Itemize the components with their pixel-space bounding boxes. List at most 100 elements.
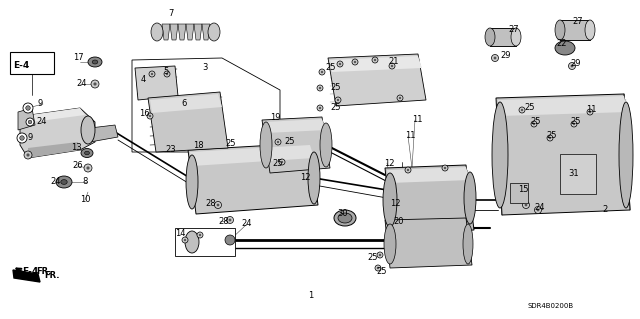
Polygon shape: [186, 24, 194, 40]
Text: 6: 6: [181, 99, 186, 108]
Circle shape: [279, 159, 285, 165]
Text: 31: 31: [568, 169, 579, 179]
Polygon shape: [328, 54, 426, 106]
Text: 24: 24: [534, 204, 545, 212]
Circle shape: [399, 97, 401, 99]
Text: 25: 25: [272, 160, 282, 168]
Circle shape: [532, 123, 535, 125]
Ellipse shape: [464, 172, 476, 224]
Circle shape: [531, 121, 537, 127]
Text: 12: 12: [300, 174, 310, 182]
Text: FR.: FR.: [36, 268, 51, 277]
Circle shape: [571, 121, 577, 127]
Ellipse shape: [208, 23, 220, 41]
Polygon shape: [13, 270, 40, 282]
Text: 25: 25: [284, 137, 294, 146]
Text: 24: 24: [76, 79, 86, 88]
Polygon shape: [202, 24, 210, 40]
Circle shape: [151, 73, 153, 75]
Circle shape: [521, 109, 524, 111]
Polygon shape: [148, 92, 228, 152]
Circle shape: [225, 235, 235, 245]
Circle shape: [182, 237, 188, 243]
Circle shape: [23, 103, 33, 113]
Ellipse shape: [81, 116, 95, 144]
Circle shape: [147, 113, 153, 119]
Polygon shape: [28, 142, 80, 158]
Ellipse shape: [384, 224, 396, 264]
Text: 16: 16: [139, 108, 150, 117]
Circle shape: [379, 254, 381, 256]
Polygon shape: [385, 218, 472, 268]
Circle shape: [493, 56, 497, 59]
Circle shape: [405, 167, 411, 173]
Circle shape: [26, 118, 34, 126]
Ellipse shape: [619, 102, 633, 208]
Text: 14: 14: [175, 229, 186, 239]
Polygon shape: [90, 125, 118, 142]
Text: 20: 20: [393, 218, 403, 226]
Polygon shape: [385, 165, 474, 235]
Circle shape: [227, 217, 234, 224]
Circle shape: [407, 169, 409, 171]
Text: 2: 2: [602, 205, 607, 214]
Polygon shape: [496, 94, 630, 215]
Text: 25: 25: [530, 117, 541, 127]
Polygon shape: [498, 96, 628, 116]
Circle shape: [352, 59, 358, 65]
Text: 28: 28: [218, 218, 228, 226]
Ellipse shape: [555, 41, 575, 55]
Text: 25: 25: [330, 103, 340, 113]
Circle shape: [321, 71, 323, 73]
Ellipse shape: [492, 102, 508, 208]
Ellipse shape: [81, 149, 93, 158]
Circle shape: [199, 234, 201, 236]
Circle shape: [277, 141, 279, 143]
Text: 26: 26: [72, 161, 83, 170]
Circle shape: [335, 97, 341, 103]
Ellipse shape: [334, 210, 356, 226]
Text: 25: 25: [325, 63, 335, 72]
Text: 12: 12: [390, 199, 401, 209]
Text: SDR4B0200B: SDR4B0200B: [528, 303, 574, 309]
Polygon shape: [135, 66, 178, 100]
Ellipse shape: [260, 122, 272, 168]
Circle shape: [377, 267, 379, 269]
Circle shape: [337, 99, 339, 101]
Text: 25: 25: [330, 84, 340, 93]
Circle shape: [319, 87, 321, 89]
Circle shape: [568, 63, 575, 70]
Circle shape: [24, 151, 32, 159]
Text: 30: 30: [337, 209, 348, 218]
Polygon shape: [262, 117, 330, 173]
Circle shape: [28, 120, 32, 124]
Ellipse shape: [383, 173, 397, 227]
Polygon shape: [178, 24, 186, 40]
Text: 29: 29: [500, 51, 511, 61]
Text: 21: 21: [388, 57, 399, 66]
Circle shape: [197, 232, 203, 238]
Ellipse shape: [511, 28, 521, 46]
Bar: [10, 52, 54, 74]
Text: 11: 11: [405, 131, 415, 140]
Circle shape: [91, 80, 99, 88]
Text: 18: 18: [193, 140, 204, 150]
Circle shape: [93, 82, 97, 85]
Circle shape: [374, 59, 376, 61]
Circle shape: [377, 252, 383, 258]
Circle shape: [17, 133, 27, 143]
Circle shape: [375, 265, 381, 271]
Text: 24: 24: [241, 219, 252, 228]
Text: 28: 28: [205, 198, 216, 207]
Text: 5: 5: [163, 68, 168, 77]
Ellipse shape: [555, 20, 565, 40]
Circle shape: [522, 202, 529, 209]
Text: 3: 3: [202, 63, 207, 72]
Text: 11: 11: [586, 106, 596, 115]
Polygon shape: [162, 24, 170, 40]
Circle shape: [164, 71, 170, 77]
Circle shape: [149, 115, 151, 117]
Bar: [175, 228, 235, 256]
Ellipse shape: [320, 123, 332, 167]
Text: 1: 1: [308, 292, 313, 300]
